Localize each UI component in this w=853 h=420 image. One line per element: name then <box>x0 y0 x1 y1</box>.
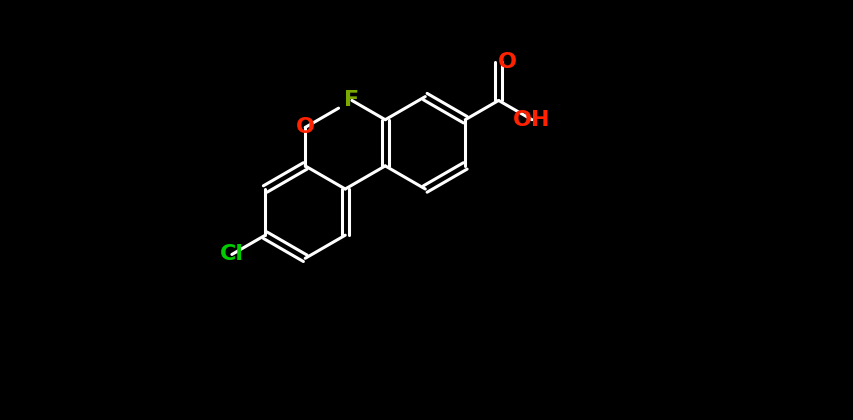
Text: O: O <box>295 118 315 137</box>
Text: Cl: Cl <box>219 244 244 265</box>
Text: OH: OH <box>513 110 550 130</box>
Text: O: O <box>498 52 517 72</box>
Text: F: F <box>344 90 359 110</box>
